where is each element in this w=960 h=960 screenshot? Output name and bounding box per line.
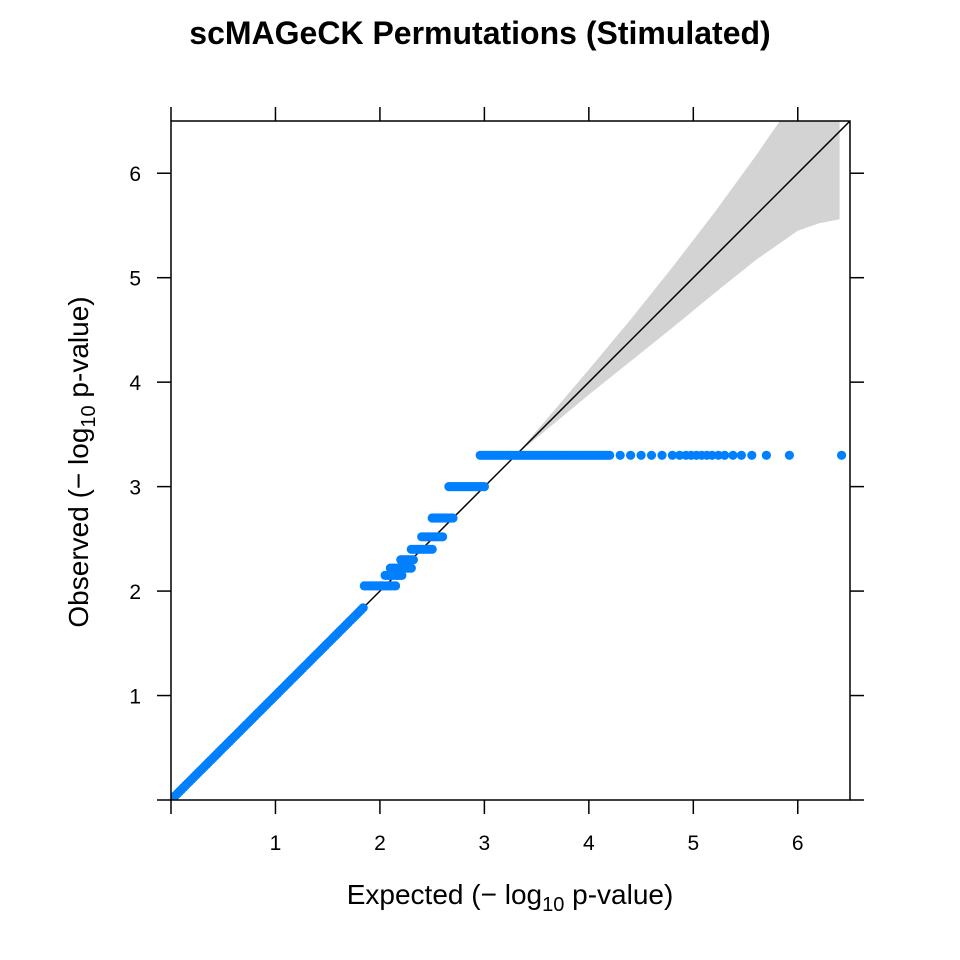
y-tick-label: 5: [129, 268, 141, 291]
data-point: [427, 544, 437, 554]
data-point: [438, 532, 448, 542]
data-point: [605, 450, 615, 460]
data-point: [747, 450, 757, 460]
x-tick-label: 2: [374, 832, 386, 855]
data-point: [626, 450, 636, 460]
data-point: [837, 450, 847, 460]
x-axis-ticks: 1 2 3 4 5 6: [170, 107, 804, 855]
y-tick-label: 4: [129, 372, 141, 395]
data-point: [479, 482, 489, 492]
x-axis-label: Expected (− log10 p-value): [347, 879, 674, 916]
points-layer: [171, 450, 847, 800]
data-point: [720, 450, 730, 460]
data-point: [675, 450, 685, 460]
y-tick-label: 6: [129, 163, 141, 186]
x-axis-label-log: log: [497, 879, 542, 910]
y-axis-label-log: log: [63, 428, 94, 473]
data-point: [784, 450, 795, 460]
x-axis-label-minus: −: [481, 879, 497, 910]
y-axis-label-minus: −: [63, 473, 94, 489]
data-point: [728, 450, 738, 460]
y-axis-label-subscript: 10: [78, 405, 100, 427]
data-point: [646, 450, 657, 460]
x-tick-label: 6: [792, 832, 804, 855]
confidence-band-layer: [515, 121, 840, 456]
y-axis-label-prefix: Observed (: [63, 488, 94, 627]
data-point: [408, 555, 418, 565]
data-point: [761, 450, 772, 460]
y-axis-ticks: 1 2 3 4 5 6: [129, 163, 864, 801]
plot-frame: [170, 120, 851, 801]
y-tick-label: 1: [129, 686, 141, 709]
data-point: [615, 450, 625, 460]
data-point: [358, 603, 368, 613]
data-point: [397, 570, 407, 581]
data-point: [667, 450, 678, 460]
x-axis-label-suffix: p-value): [564, 879, 673, 910]
plot-area: [171, 121, 850, 800]
x-tick-label: 5: [687, 832, 699, 855]
data-point: [406, 563, 416, 573]
data-point: [636, 450, 646, 460]
y-axis-label-suffix: p-value): [63, 296, 94, 405]
x-tick-label: 1: [270, 832, 282, 855]
x-tick-label: 4: [583, 832, 595, 855]
data-point: [448, 513, 458, 523]
x-axis-label-prefix: Expected (: [347, 879, 482, 910]
data-point: [707, 450, 717, 460]
y-tick-label: 2: [129, 581, 141, 604]
data-point: [391, 581, 401, 591]
data-point: [657, 450, 667, 460]
y-tick-label: 3: [129, 477, 141, 500]
data-point: [736, 450, 747, 460]
y-axis-label: Observed (− log10 p-value): [63, 296, 100, 627]
x-tick-label: 3: [479, 832, 491, 855]
chart-title: scMAGeCK Permutations (Stimulated): [189, 15, 770, 51]
confidence-band: [515, 121, 840, 456]
x-axis-label-subscript: 10: [542, 894, 564, 916]
